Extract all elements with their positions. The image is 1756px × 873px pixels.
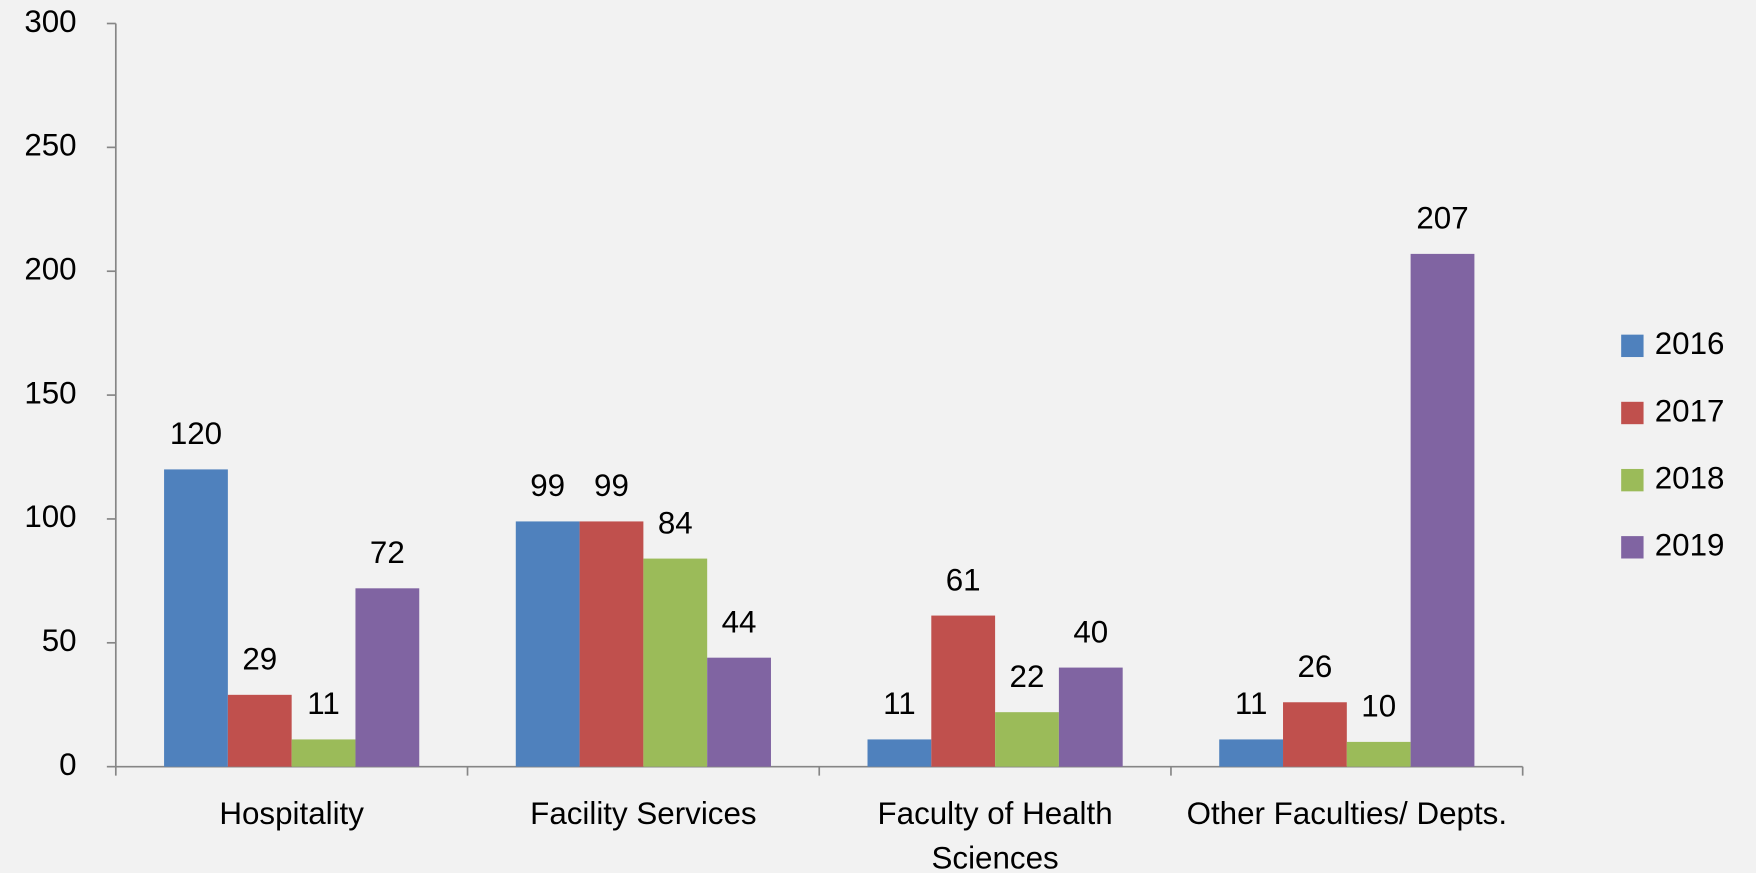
data-label: 61 [946, 562, 981, 597]
y-tick-label: 200 [24, 252, 76, 287]
data-label: 11 [883, 686, 916, 721]
bar [227, 694, 292, 767]
x-tick-label-box: Hospitality [219, 795, 364, 831]
y-tick-label: 50 [42, 623, 77, 658]
bar [1346, 741, 1411, 767]
legend-label: 2017 [1655, 393, 1725, 428]
legend-swatch [1621, 468, 1644, 492]
y-tick-label: 100 [24, 499, 76, 534]
legend-label: 2019 [1655, 528, 1725, 563]
data-label: 99 [530, 468, 565, 503]
data-label: 11 [307, 686, 340, 721]
data-label: 44 [722, 604, 757, 639]
data-label: 29 [242, 642, 277, 677]
data-label: 72 [370, 535, 405, 570]
y-tick-label: 300 [24, 4, 76, 39]
data-label: 26 [1297, 649, 1332, 684]
bar [867, 739, 932, 767]
bar [1283, 702, 1347, 767]
legend-swatch [1621, 536, 1644, 559]
data-label: 10 [1361, 689, 1396, 724]
x-tick-label: Facility Services [530, 795, 757, 831]
data-label: 22 [1010, 659, 1045, 694]
x-tick-label-box: Faculty of Health Sciences [877, 795, 1113, 873]
legend-swatch [1621, 401, 1644, 425]
y-tick-label: 150 [24, 375, 76, 410]
bar [1219, 739, 1284, 767]
legend-swatch [1621, 334, 1644, 358]
bar [707, 657, 771, 767]
legend-label: 2016 [1655, 326, 1725, 361]
bar [355, 588, 420, 767]
data-label: 120 [170, 416, 222, 451]
data-label: 207 [1416, 201, 1468, 236]
x-tick-label-box: Facility Services [530, 795, 757, 831]
data-label: 11 [1235, 686, 1268, 721]
bar [579, 521, 644, 767]
bar [643, 558, 708, 767]
data-label: 99 [594, 468, 629, 503]
bar [1058, 667, 1123, 767]
data-label: 84 [658, 505, 693, 540]
bar [515, 521, 580, 767]
x-tick-label: Faculty of Health Sciences [877, 795, 1113, 873]
bar [931, 615, 996, 767]
bar [1410, 253, 1475, 767]
y-tick-label: 0 [59, 747, 76, 782]
bar [291, 739, 356, 767]
bar [995, 712, 1059, 767]
x-tick-label-box: Other Faculties/ Depts. [1186, 795, 1508, 831]
y-tick-label: 250 [24, 128, 76, 163]
bar [164, 469, 228, 767]
x-tick-label: Hospitality [219, 795, 364, 831]
legend-label: 2018 [1655, 460, 1725, 495]
x-tick-label: Other Faculties/ Depts. [1186, 795, 1508, 831]
data-label: 40 [1073, 614, 1108, 649]
